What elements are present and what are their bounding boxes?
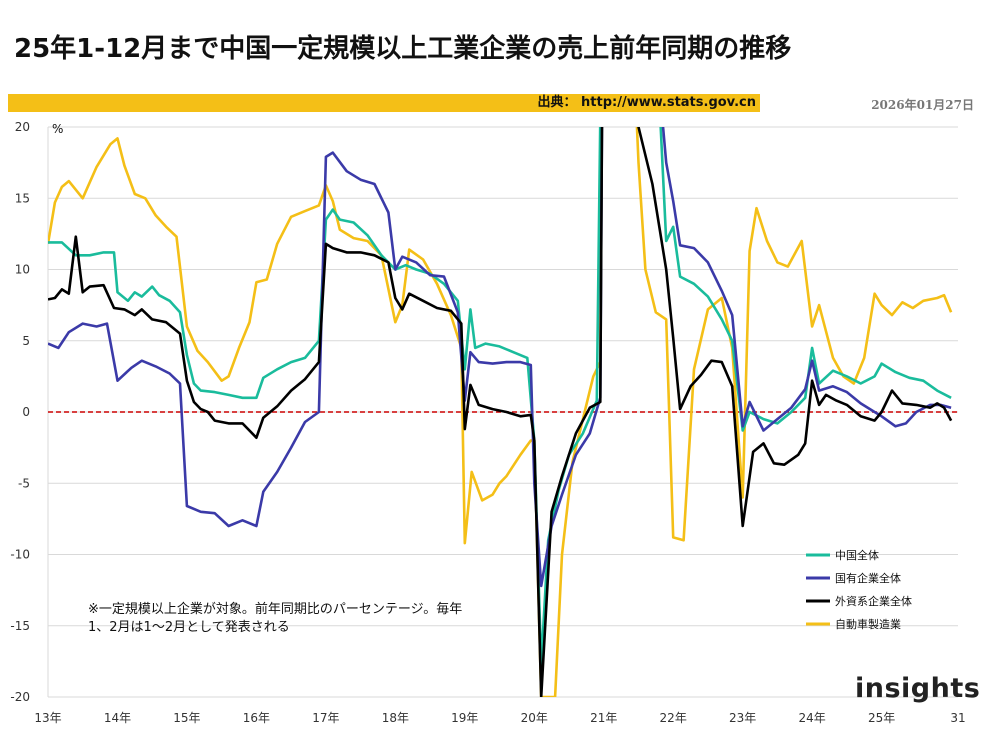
y-tick-label: 15 — [15, 191, 30, 205]
logo-text: insights — [855, 673, 981, 704]
x-tick-label: 25年 — [868, 711, 895, 725]
x-tick-label: 31 — [950, 711, 965, 725]
x-tick-label: 16年 — [243, 711, 270, 725]
page-title: 25年1-12月まで中国一定規模以上工業企業の売上前年同期の推移 — [14, 34, 792, 64]
y-tick-label: -10 — [10, 548, 30, 562]
y-tick-label: 5 — [22, 334, 30, 348]
x-tick-label: 17年 — [312, 711, 339, 725]
y-tick-label: -5 — [18, 476, 30, 490]
x-axis: 13年 14年 15年 16年 17年 18年 19年 20年 21年 22年 23年 24年 25年 3… — [34, 711, 965, 725]
series-group — [48, 127, 953, 697]
legend-label: 国有企業全体 — [835, 571, 901, 585]
legend-label: 中国全体 — [835, 548, 879, 562]
y-tick-label: -15 — [10, 619, 30, 633]
y-tick-label: 0 — [22, 405, 30, 419]
source-label: 出典： http://www.stats.gov.cn — [537, 95, 756, 110]
x-tick-label: 21年 — [590, 711, 617, 725]
x-tick-label: 18年 — [382, 711, 409, 725]
series-line-0 — [48, 127, 952, 666]
x-tick-label: 23年 — [729, 711, 756, 725]
legend-label: 自動車製造業 — [835, 617, 901, 631]
x-tick-label: 22年 — [660, 711, 687, 725]
legend-label: 外資系企業全体 — [835, 594, 912, 608]
y-tick-label: 20 — [15, 120, 30, 134]
y-tick-label: 10 — [15, 263, 30, 277]
x-tick-label: 24年 — [798, 711, 825, 725]
chart-note: ※一定規模以上企業が対象。前年同期比のパーセンテージ。毎年1、2月は1～2月とし… — [88, 602, 463, 635]
y-unit-label: % — [52, 122, 63, 136]
x-tick-label: 14年 — [104, 711, 131, 725]
x-tick-label: 13年 — [34, 711, 61, 725]
series-line-1 — [48, 127, 952, 588]
y-tick-label: -20 — [10, 690, 30, 704]
y-axis: 20 15 10 5 0 -5 -10 -15 -20 — [10, 120, 30, 704]
publish-date: 2026年01月27日 — [871, 98, 974, 112]
series-line-2 — [48, 127, 953, 697]
insights-logo: insights — [855, 673, 980, 704]
source-bar: 出典： http://www.stats.gov.cn — [8, 94, 760, 112]
x-tick-label: 15年 — [173, 711, 200, 725]
series-line-3 — [48, 127, 953, 697]
x-tick-label: 19年 — [451, 711, 478, 725]
x-tick-label: 20年 — [521, 711, 548, 725]
